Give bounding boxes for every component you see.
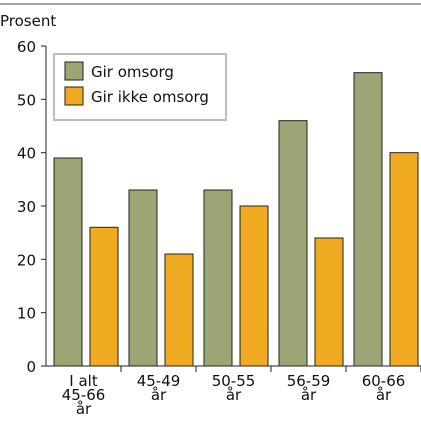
legend-label: Gir omsorg	[91, 63, 174, 81]
y-axis-title: Prosent	[0, 12, 56, 30]
y-tick-label: 10	[17, 305, 36, 323]
x-tick-label-line: 56-59	[287, 372, 331, 390]
x-tick-label-line: år	[76, 400, 92, 418]
bar-gir-ikke-omsorg-1	[164, 253, 194, 367]
y-tick-label: 0	[26, 358, 36, 376]
x-tick-label-line: 45-66	[62, 386, 106, 404]
y-tick-label: 60	[17, 38, 36, 56]
bar-gir-ikke-omsorg-2	[239, 205, 269, 367]
x-tick-label-line: år	[226, 386, 242, 404]
bar-gir-omsorg-2	[203, 189, 233, 367]
bar-gir-omsorg-0	[53, 157, 83, 367]
x-tick-label-line: år	[301, 386, 317, 404]
y-tick-label: 20	[17, 251, 36, 269]
x-tick-label-line: år	[151, 386, 167, 404]
bar-gir-omsorg-1	[128, 189, 158, 367]
x-tick-label: 50-55 år	[212, 372, 256, 404]
legend-label: Gir ikke omsorg	[91, 88, 209, 106]
x-tick-label: 45-49 år	[137, 372, 181, 404]
bar-gir-omsorg-3	[278, 120, 308, 367]
y-tick-label: 30	[17, 198, 36, 216]
y-tick-label: 40	[17, 145, 36, 163]
x-tick-label: 56-59 år	[287, 372, 331, 404]
x-tick-label-line: 50-55	[212, 372, 256, 390]
x-tick-label-line: 45-49	[137, 372, 181, 390]
legend-swatch	[64, 61, 84, 81]
x-tick-label: 60-66 år	[362, 372, 406, 404]
y-tick-label: 50	[17, 91, 36, 109]
legend-swatch	[64, 86, 84, 106]
x-tick-label-line: I alt	[69, 372, 98, 390]
x-tick-label-line: 60-66	[362, 372, 406, 390]
bar-gir-omsorg-4	[353, 72, 383, 367]
bar-gir-ikke-omsorg-3	[314, 237, 344, 367]
bar-gir-ikke-omsorg-4	[389, 152, 419, 367]
bar-gir-ikke-omsorg-0	[89, 226, 119, 367]
x-tick-label-line: år	[376, 386, 392, 404]
x-tick-label: I alt 45-66 år	[62, 372, 106, 418]
